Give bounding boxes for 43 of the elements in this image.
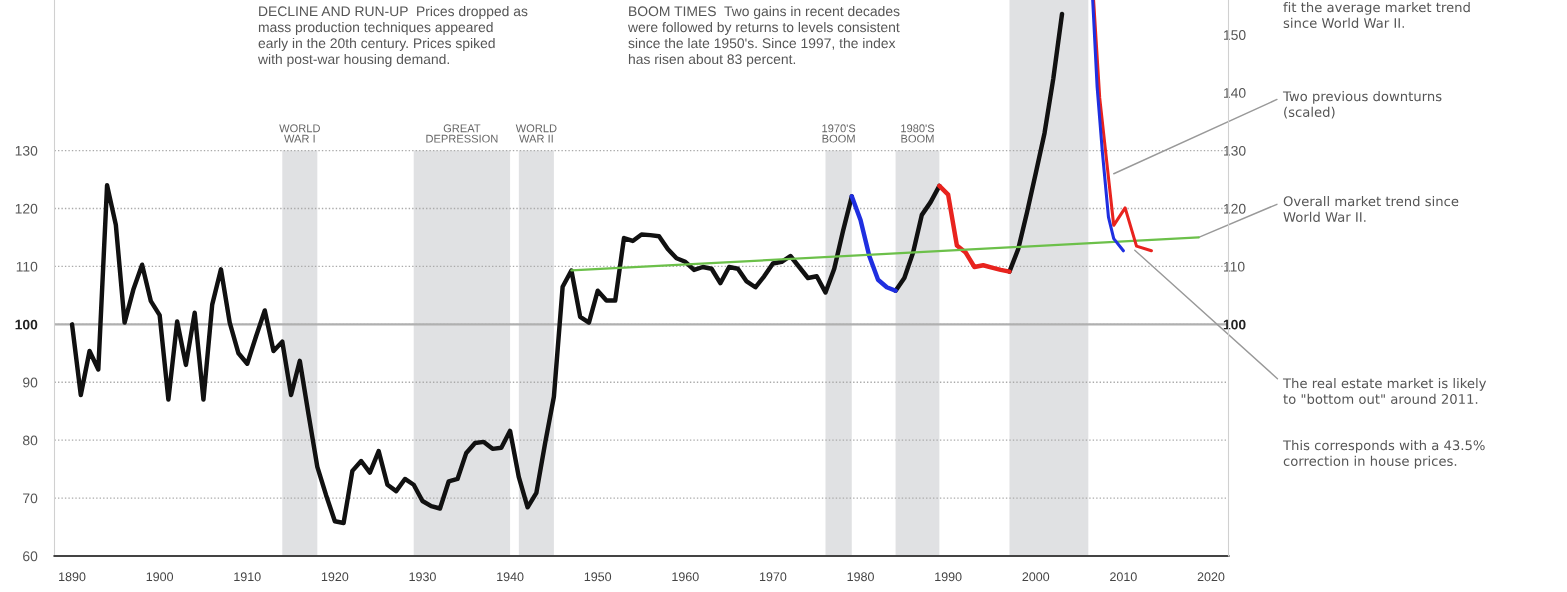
x-tick-label: 1920 bbox=[321, 572, 349, 582]
x-tick-label: 2010 bbox=[1110, 572, 1137, 582]
y-tick-label: 110 bbox=[16, 261, 38, 272]
y2-tick-label: 150 bbox=[1224, 30, 1246, 40]
y-tick-label: 120 bbox=[15, 203, 38, 214]
annotation: The real estate market is likely to "bottom out" around 2011. bbox=[1282, 378, 1487, 404]
line-series bbox=[937, 183, 1012, 274]
y2-tick-label: 110 bbox=[1224, 261, 1245, 272]
annotation: Two previous downturns (scaled) bbox=[1282, 91, 1442, 119]
y2-tick-label: 120 bbox=[1224, 203, 1246, 214]
band-label: 1970'S BOOM bbox=[822, 124, 856, 143]
y2-tick-label: 100 bbox=[1223, 319, 1246, 330]
x-tick-label: 1950 bbox=[584, 572, 612, 582]
x-tick-label: 1890 bbox=[59, 572, 86, 582]
band-label: WORLD WAR I bbox=[279, 124, 320, 143]
y-tick-label: 70 bbox=[23, 493, 38, 504]
x-tick-label: 2020 bbox=[1197, 572, 1225, 582]
y2-tick-label: 140 bbox=[1224, 88, 1246, 98]
x-tick-label: 1900 bbox=[146, 572, 174, 582]
band-label: 1980'S BOOM bbox=[901, 124, 935, 143]
x-tick-label: 1940 bbox=[497, 572, 524, 582]
band-label: GREAT DEPRESSION bbox=[426, 124, 498, 143]
y-tick-label: 60 bbox=[23, 551, 38, 562]
text: This corresponds with a 43.5% correction in house prices. bbox=[1282, 440, 1485, 469]
annotation: Overall market trend since World War II. bbox=[1283, 196, 1459, 222]
line-series bbox=[1091, 0, 1125, 253]
x-tick-label: 1960 bbox=[672, 572, 699, 582]
y-tick-label: 80 bbox=[22, 435, 38, 446]
annotation: DECLINE AND RUN-UP Prices dropped as mass production techniques appeared early in the 20th century. Prices spiked with post-war housing demand. bbox=[257, 6, 528, 67]
y-tick-label: 100 bbox=[15, 319, 38, 330]
annotation: BOOM TIMES Two gains in recent decades were followed by returns to levels consistent since the late 1950's. Since 1997, the index has risen about 83 percent. bbox=[627, 6, 900, 67]
band-label: WORLD WAR II bbox=[515, 124, 557, 143]
x-tick-label: 2000 bbox=[1022, 572, 1050, 582]
text: fit the average market trend since World War II. bbox=[1283, 2, 1470, 28]
y-tick-label: 130 bbox=[15, 145, 38, 156]
y2-tick-label: 130 bbox=[1224, 145, 1246, 156]
x-tick-label: 1930 bbox=[409, 572, 436, 582]
x-tick-label: 1910 bbox=[234, 572, 261, 582]
y-tick-label: 90 bbox=[23, 377, 38, 388]
x-tick-label: 1990 bbox=[935, 572, 962, 582]
x-tick-label: 1980 bbox=[847, 572, 874, 582]
line-series bbox=[849, 194, 898, 293]
x-tick-label: 1970 bbox=[759, 572, 787, 582]
